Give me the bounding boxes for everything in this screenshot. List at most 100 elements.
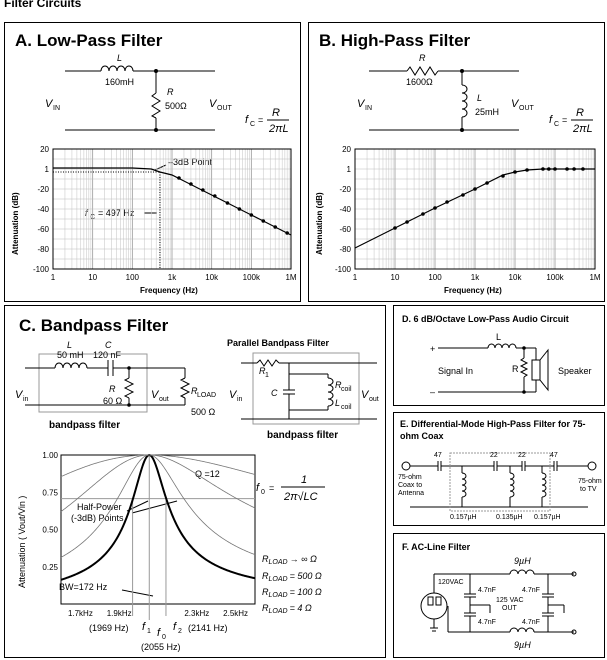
right-caption: bandpass filter bbox=[267, 430, 338, 441]
cap-4: 4.7nF bbox=[522, 619, 540, 626]
capacitor-label: C bbox=[105, 340, 112, 350]
panel-a-title: A. Low-Pass Filter bbox=[15, 31, 163, 50]
y-tick-label: 1.00 bbox=[42, 451, 58, 460]
series-curve bbox=[60, 453, 256, 581]
outlet-circle bbox=[420, 592, 448, 620]
vin-sub: IN bbox=[53, 105, 60, 112]
vout-label: V bbox=[209, 98, 218, 110]
panel-b-title: B. High-Pass Filter bbox=[319, 31, 471, 50]
inductor-label: L bbox=[496, 332, 501, 342]
resistor-symbol bbox=[123, 377, 135, 399]
panel-c-title: C. Bandpass Filter bbox=[19, 316, 169, 335]
x-tick-label: 1k bbox=[168, 273, 177, 282]
formula-den: 2πL bbox=[572, 123, 593, 135]
resistor-value: 60 Ω bbox=[103, 396, 123, 406]
y-tick-label: 20 bbox=[342, 145, 351, 154]
high-pass-schematic: R 1600Ω L 25mH V IN V OUT f C = R 2πL bbox=[357, 53, 593, 135]
f1-label: f bbox=[142, 621, 146, 633]
data-point bbox=[473, 187, 477, 191]
y-tick-label: -40 bbox=[37, 205, 49, 214]
panel-bandpass: C. Bandpass Filter L 50 mH C 120 nF R 60… bbox=[4, 305, 386, 658]
data-point bbox=[421, 212, 425, 216]
cap-3: 4.7nF bbox=[522, 587, 540, 594]
ind-2: 0.135µH bbox=[496, 514, 523, 521]
panel-d-title: D. 6 dB/Octave Low-Pass Audio Circuit bbox=[402, 314, 569, 324]
series-curve bbox=[60, 454, 256, 477]
f0-formula-sub: 0 bbox=[261, 489, 265, 496]
y-tick-label: -40 bbox=[339, 205, 351, 214]
x-tick-label: 1M bbox=[589, 273, 600, 282]
x-tick-label: 10k bbox=[509, 273, 523, 282]
resistor-symbol bbox=[150, 92, 161, 119]
data-point bbox=[513, 170, 517, 174]
formula-fc: f bbox=[549, 114, 553, 126]
bandpass-schematics: L 50 mH C 120 nF R 60 Ω V in V out R LOA… bbox=[15, 338, 379, 441]
speaker-coil bbox=[531, 359, 541, 381]
data-point bbox=[177, 176, 181, 180]
formula-fc-sub: C bbox=[554, 121, 559, 128]
f0-formula-den: 2π√LC bbox=[283, 491, 318, 503]
rcoil-sub: coil bbox=[341, 386, 352, 393]
data-point bbox=[461, 193, 465, 197]
vin-sub: IN bbox=[365, 105, 372, 112]
plus-label: + bbox=[430, 344, 435, 354]
inductor-label: L bbox=[117, 53, 122, 63]
panel-ac-line: F. AC-Line Filter 120VAC 9µH bbox=[393, 533, 605, 658]
vin-label: V bbox=[15, 389, 24, 401]
inductor-value: 50 mH bbox=[57, 350, 84, 360]
c-label: C bbox=[271, 388, 278, 398]
inductor-value: 160mH bbox=[105, 77, 134, 87]
f0-value: (2055 Hz) bbox=[141, 642, 181, 652]
vout-label: V bbox=[511, 98, 520, 110]
data-point bbox=[213, 194, 217, 198]
plot-frame bbox=[354, 148, 596, 270]
vout-label-2: V bbox=[361, 389, 370, 401]
inductor-label: L bbox=[477, 93, 482, 103]
data-point bbox=[553, 167, 557, 171]
data-point bbox=[433, 206, 437, 210]
high-pass-chart: Attenuation (dB) Frequency (Hz) 1 10 100 1k… bbox=[315, 145, 601, 295]
x-tick-label: 100 bbox=[126, 273, 140, 282]
speaker-cone bbox=[539, 348, 549, 392]
y-tick-label: -20 bbox=[339, 185, 351, 194]
f1-value: (1969 Hz) bbox=[89, 623, 129, 633]
y-tick-label: 0.25 bbox=[42, 563, 58, 572]
load-sub: LOAD bbox=[197, 392, 216, 399]
ind-1: 0.157µH bbox=[450, 514, 477, 521]
inductor-value: 25mH bbox=[475, 107, 499, 117]
data-point bbox=[565, 167, 569, 171]
f2-sub: 2 bbox=[178, 628, 182, 635]
left-label-1: 75-ohm bbox=[398, 474, 422, 481]
resistor-label: R bbox=[109, 384, 116, 394]
q-label: Q =12 bbox=[195, 469, 220, 479]
panel-e-title-1: E. Differential-Mode High-Pass Filter fo… bbox=[400, 419, 586, 429]
x-tick-label: 10k bbox=[205, 273, 219, 282]
x-tick-label: 2.3kHz bbox=[184, 609, 209, 618]
speaker-label: Speaker bbox=[558, 366, 592, 376]
page-title: Filter Circuits bbox=[4, 0, 82, 10]
formula-eq: = bbox=[258, 115, 263, 125]
signal-in-label: Signal In bbox=[438, 366, 473, 376]
x-tick-label: 1.7kHz bbox=[68, 609, 93, 618]
rcoil-label: R bbox=[335, 380, 342, 390]
x-tick-label: 1 bbox=[51, 273, 56, 282]
vin-sub-2: in bbox=[237, 396, 243, 403]
coax-schematic: 47 22 22 47 75-ohm Coax to Antenna 75-oh… bbox=[398, 452, 602, 521]
y-axis-label: Attenuation (dB) bbox=[315, 192, 324, 255]
y-tick-label: -60 bbox=[339, 225, 351, 234]
data-point bbox=[393, 226, 397, 230]
y-tick-label: 1 bbox=[45, 165, 50, 174]
vin-label: V bbox=[45, 98, 54, 110]
f0-sub: 0 bbox=[162, 634, 166, 641]
inductor-3 bbox=[541, 472, 547, 498]
f2-label: f bbox=[173, 621, 177, 633]
data-point bbox=[547, 167, 551, 171]
r1-sub: 1 bbox=[265, 372, 269, 379]
y-tick-label: -80 bbox=[339, 245, 351, 254]
y-tick-label: 0.75 bbox=[42, 488, 58, 497]
data-point bbox=[485, 181, 489, 185]
annotation-fc: f bbox=[85, 208, 89, 218]
minus-label: – bbox=[430, 387, 435, 397]
x-tick-label: 100 bbox=[428, 273, 442, 282]
y-tick-label: -100 bbox=[335, 265, 352, 274]
